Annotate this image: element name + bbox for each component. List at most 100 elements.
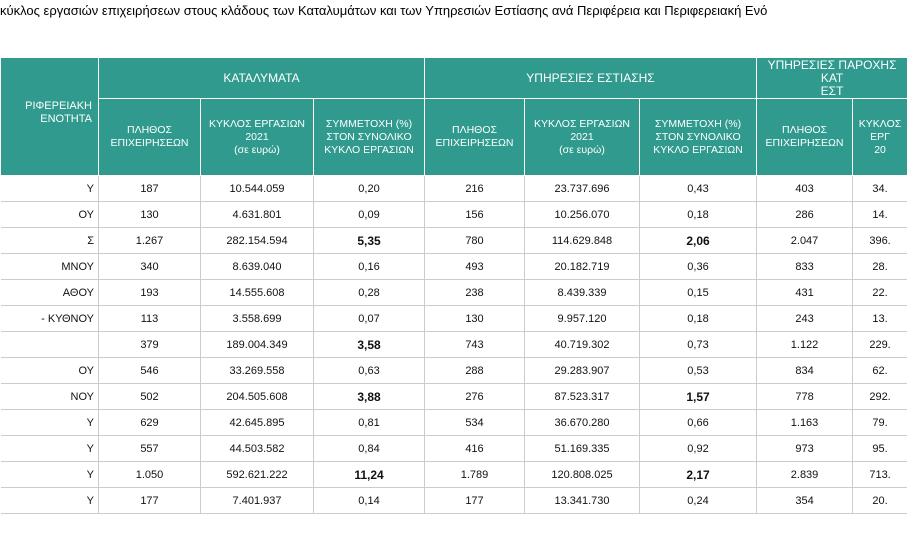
value-cell: 130 — [424, 305, 525, 332]
value-cell: 3.558.699 — [200, 305, 314, 332]
table-row: ΟΥ 130 4.631.801 0,09 156 10.256.070 0,18 286 14… — [0, 201, 907, 228]
value-cell: 0,15 — [639, 279, 758, 306]
value-cell: 8.639.040 — [200, 253, 314, 280]
table-row: ΟΥ 546 33.269.558 0,63 288 29.283.907 0,53 834 6… — [0, 357, 907, 384]
value-cell: 502 — [98, 383, 201, 410]
value-cell: 431 — [756, 279, 854, 306]
sub-header: ΠΛΗΘΟΣ ΕΠΙΧΕΙΡΗΣΕΩΝ — [98, 98, 201, 176]
value-cell: 1.789 — [424, 461, 525, 488]
value-cell: 23.737.696 — [524, 175, 640, 202]
sub-header: ΚΥΚΛΟΣ ΕΡΓΑΣΙΩΝ 2021 (σε ευρώ) — [524, 98, 640, 176]
value-cell: 13.341.730 — [524, 487, 640, 514]
value-cell: 189.004.349 — [200, 331, 314, 358]
value-cell: 592.621.222 — [200, 461, 314, 488]
value-cell: 0,07 — [313, 305, 425, 332]
region-cell — [0, 331, 99, 358]
value-cell: 7.401.937 — [200, 487, 314, 514]
value-cell: 29.283.907 — [524, 357, 640, 384]
value-cell: 0,73 — [639, 331, 758, 358]
value-cell: 14.555.608 — [200, 279, 314, 306]
value-cell: 743 — [424, 331, 525, 358]
value-cell: 2,06 — [639, 227, 758, 254]
value-cell: 95. — [852, 435, 907, 462]
value-cell: 238 — [424, 279, 525, 306]
value-cell: 79. — [852, 409, 907, 436]
region-cell: Υ — [0, 175, 99, 202]
value-cell: 10.544.059 — [200, 175, 314, 202]
value-cell: 0,14 — [313, 487, 425, 514]
value-cell: 36.670.280 — [524, 409, 640, 436]
region-cell: ΝΟΥ — [0, 383, 99, 410]
value-cell: 1.050 — [98, 461, 201, 488]
value-cell: 156 — [424, 201, 525, 228]
value-cell: 216 — [424, 175, 525, 202]
region-cell: Σ — [0, 227, 99, 254]
value-cell: 10.256.070 — [524, 201, 640, 228]
value-cell: 292. — [852, 383, 907, 410]
value-cell: 0,84 — [313, 435, 425, 462]
value-cell: 11,24 — [313, 461, 425, 488]
value-cell: 20.182.719 — [524, 253, 640, 280]
value-cell: 9.957.120 — [524, 305, 640, 332]
value-cell: 403 — [756, 175, 854, 202]
value-cell: 113 — [98, 305, 201, 332]
value-cell: 282.154.594 — [200, 227, 314, 254]
table-row: 379 189.004.349 3,58 743 40.719.302 0,73 1.122… — [0, 331, 907, 358]
region-cell: Υ — [0, 409, 99, 436]
group-header: ΚΑΤΑΛΥΜΑΤΑ — [98, 57, 425, 99]
region-cell: ΟΥ — [0, 201, 99, 228]
value-cell: 243 — [756, 305, 854, 332]
region-cell: ΑΘΟΥ — [0, 279, 99, 306]
table-row: ΜΝΟΥ 340 8.639.040 0,16 493 20.182.719 0,36 833… — [0, 253, 907, 280]
sub-header: ΣΥΜΜΕΤΟΧΗ (%) ΣΤΟΝ ΣΥΝΟΛΙΚΟ ΚΥΚΛΟ ΕΡΓΑΣΙ… — [313, 98, 425, 176]
value-cell: 114.629.848 — [524, 227, 640, 254]
value-cell: 276 — [424, 383, 525, 410]
value-cell: 62. — [852, 357, 907, 384]
value-cell: 0,16 — [313, 253, 425, 280]
value-cell: 204.505.608 — [200, 383, 314, 410]
value-cell: 778 — [756, 383, 854, 410]
value-cell: 4.631.801 — [200, 201, 314, 228]
group-header: ΥΠΗΡΕΣΙΕΣ ΕΣΤΙΑΣΗΣ — [423, 57, 758, 99]
value-cell: 534 — [424, 409, 525, 436]
value-cell: 2.839 — [756, 461, 854, 488]
table: ΡΙΦΕΡΕΙΑΚΗ ΕΝΟΤΗΤΑ ΚΑΤΑΛΥΜΑΤΑ ΥΠΗΡΕΣΙΕΣ … — [0, 57, 907, 514]
table-row: Σ 1.267 282.154.594 5,35 780 114.629.848 2,06 2… — [0, 227, 907, 254]
value-cell: 416 — [424, 435, 525, 462]
table-row: Υ 1.050 592.621.222 11,24 1.789 120.808.025 2,… — [0, 461, 907, 488]
value-cell: 0,28 — [313, 279, 425, 306]
value-cell: 13. — [852, 305, 907, 332]
region-cell: - ΚΥΘΝΟΥ — [0, 305, 99, 332]
value-cell: 0,18 — [639, 305, 758, 332]
value-cell: 2,17 — [639, 461, 758, 488]
value-cell: 187 — [98, 175, 201, 202]
value-cell: 0,92 — [639, 435, 758, 462]
value-cell: 177 — [424, 487, 525, 514]
value-cell: 87.523.317 — [524, 383, 640, 410]
value-cell: 33.269.558 — [200, 357, 314, 384]
value-cell: 177 — [98, 487, 201, 514]
title: κύκλος εργασιών επιχειρήσεων στους κλάδο… — [0, 3, 768, 18]
value-cell: 120.808.025 — [524, 461, 640, 488]
table-row: - ΚΥΘΝΟΥ 113 3.558.699 0,07 130 9.957.120 0,18… — [0, 305, 907, 332]
value-cell: 3,58 — [313, 331, 425, 358]
value-cell: 0,24 — [639, 487, 758, 514]
value-cell: 34. — [852, 175, 907, 202]
value-cell: 354 — [756, 487, 854, 514]
value-cell: 379 — [98, 331, 201, 358]
value-cell: 1,57 — [639, 383, 758, 410]
value-cell: 42.645.895 — [200, 409, 314, 436]
value-cell: 973 — [756, 435, 854, 462]
value-cell: 5,35 — [313, 227, 425, 254]
sub-header: ΠΛΗΘΟΣ ΕΠΙΧΕΙΡΗΣΕΩΝ — [756, 98, 854, 176]
region-cell: Υ — [0, 435, 99, 462]
value-cell: 557 — [98, 435, 201, 462]
value-cell: 20. — [852, 487, 907, 514]
value-cell: 28. — [852, 253, 907, 280]
value-cell: 0,43 — [639, 175, 758, 202]
value-cell: 396. — [852, 227, 907, 254]
value-cell: 3,88 — [313, 383, 425, 410]
value-cell: 713. — [852, 461, 907, 488]
value-cell: 780 — [424, 227, 525, 254]
